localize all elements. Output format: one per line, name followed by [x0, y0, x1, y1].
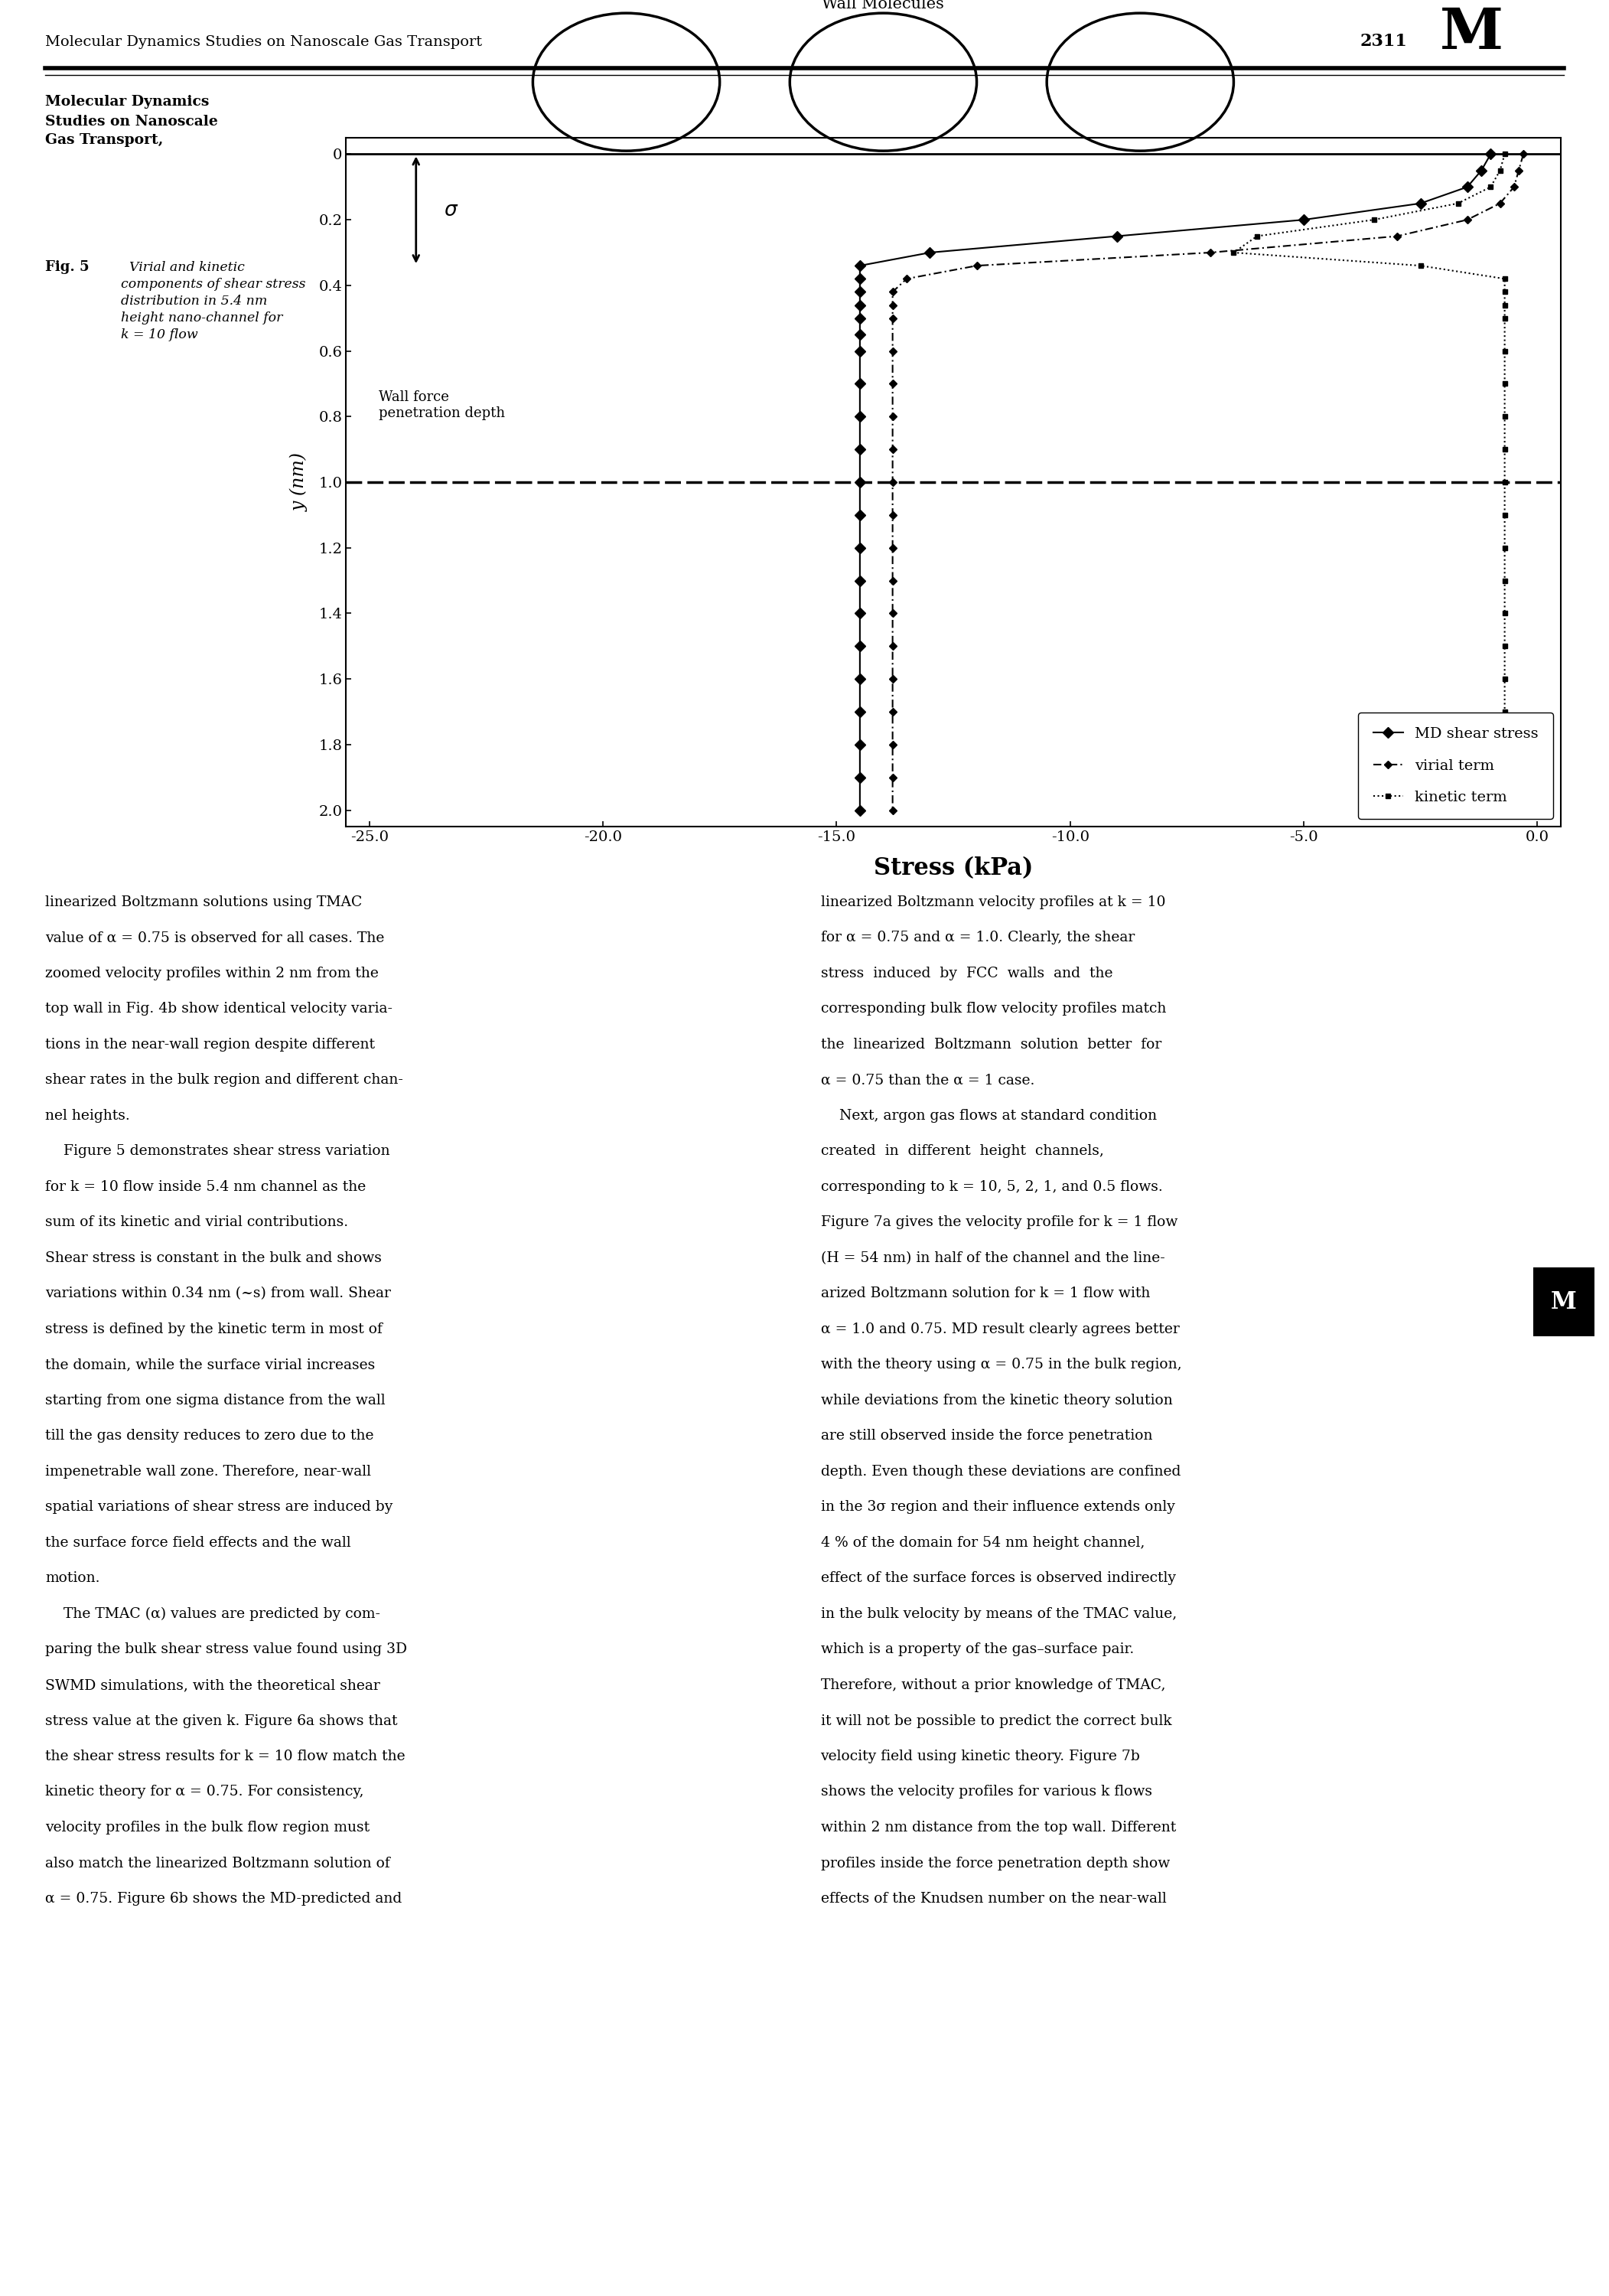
X-axis label: Stress (kPa): Stress (kPa) — [874, 856, 1033, 882]
Text: Next, argon gas flows at standard condition: Next, argon gas flows at standard condit… — [821, 1109, 1157, 1123]
Text: Virial and kinetic
components of shear stress
distribution in 5.4 nm
height nano: Virial and kinetic components of shear s… — [121, 262, 306, 342]
Text: Shear stress is constant in the bulk and shows: Shear stress is constant in the bulk and… — [45, 1251, 381, 1265]
Text: the surface force field effects and the wall: the surface force field effects and the … — [45, 1536, 351, 1550]
Text: till the gas density reduces to zero due to the: till the gas density reduces to zero due… — [45, 1428, 373, 1442]
Text: stress  induced  by  FCC  walls  and  the: stress induced by FCC walls and the — [821, 967, 1112, 980]
Text: Molecular Dynamics
Studies on Nanoscale
Gas Transport,: Molecular Dynamics Studies on Nanoscale … — [45, 94, 217, 147]
Text: depth. Even though these deviations are confined: depth. Even though these deviations are … — [821, 1465, 1181, 1479]
Text: zoomed velocity profiles within 2 nm from the: zoomed velocity profiles within 2 nm fro… — [45, 967, 378, 980]
Text: corresponding bulk flow velocity profiles match: corresponding bulk flow velocity profile… — [821, 1001, 1167, 1015]
Text: the domain, while the surface virial increases: the domain, while the surface virial inc… — [45, 1357, 375, 1371]
Text: Molecular Dynamics Studies on Nanoscale Gas Transport: Molecular Dynamics Studies on Nanoscale … — [45, 37, 483, 51]
Text: linearized Boltzmann velocity profiles at k = 10: linearized Boltzmann velocity profiles a… — [821, 895, 1165, 909]
Text: velocity field using kinetic theory. Figure 7b: velocity field using kinetic theory. Fig… — [821, 1750, 1141, 1763]
Text: 4 % of the domain for 54 nm height channel,: 4 % of the domain for 54 nm height chann… — [821, 1536, 1144, 1550]
Text: it will not be possible to predict the correct bulk: it will not be possible to predict the c… — [821, 1713, 1171, 1727]
Text: the shear stress results for k = 10 flow match the: the shear stress results for k = 10 flow… — [45, 1750, 405, 1763]
Text: value of α = 0.75 is observed for all cases. The: value of α = 0.75 is observed for all ca… — [45, 932, 385, 946]
Text: kinetic theory for α = 0.75. For consistency,: kinetic theory for α = 0.75. For consist… — [45, 1786, 364, 1800]
Text: variations within 0.34 nm (~s) from wall. Shear: variations within 0.34 nm (~s) from wall… — [45, 1286, 391, 1300]
Text: shear rates in the bulk region and different chan-: shear rates in the bulk region and diffe… — [45, 1072, 402, 1086]
Text: α = 1.0 and 0.75. MD result clearly agrees better: α = 1.0 and 0.75. MD result clearly agre… — [821, 1322, 1179, 1336]
Text: Therefore, without a prior knowledge of TMAC,: Therefore, without a prior knowledge of … — [821, 1678, 1165, 1692]
Text: corresponding to k = 10, 5, 2, 1, and 0.5 flows.: corresponding to k = 10, 5, 2, 1, and 0.… — [821, 1180, 1162, 1194]
Text: SWMD simulations, with the theoretical shear: SWMD simulations, with the theoretical s… — [45, 1678, 380, 1692]
Text: profiles inside the force penetration depth show: profiles inside the force penetration de… — [821, 1855, 1170, 1869]
Text: starting from one sigma distance from the wall: starting from one sigma distance from th… — [45, 1394, 385, 1407]
Text: α = 0.75 than the α = 1 case.: α = 0.75 than the α = 1 case. — [821, 1072, 1035, 1086]
Text: paring the bulk shear stress value found using 3D: paring the bulk shear stress value found… — [45, 1642, 407, 1655]
Y-axis label: y (nm): y (nm) — [290, 452, 307, 512]
Text: which is a property of the gas–surface pair.: which is a property of the gas–surface p… — [821, 1642, 1134, 1655]
Text: top wall in Fig. 4b show identical velocity varia-: top wall in Fig. 4b show identical veloc… — [45, 1001, 393, 1015]
Text: effects of the Knudsen number on the near-wall: effects of the Knudsen number on the nea… — [821, 1892, 1167, 1906]
Text: arized Boltzmann solution for k = 1 flow with: arized Boltzmann solution for k = 1 flow… — [821, 1286, 1150, 1300]
Text: (H = 54 nm) in half of the channel and the line-: (H = 54 nm) in half of the channel and t… — [821, 1251, 1165, 1265]
Text: Fig. 5: Fig. 5 — [45, 262, 88, 276]
Legend: MD shear stress, virial term, kinetic term: MD shear stress, virial term, kinetic te… — [1358, 712, 1553, 820]
Text: M: M — [1551, 1290, 1577, 1313]
Text: The TMAC (α) values are predicted by com-: The TMAC (α) values are predicted by com… — [45, 1607, 380, 1621]
Text: shows the velocity profiles for various k flows: shows the velocity profiles for various … — [821, 1786, 1152, 1800]
Text: the  linearized  Boltzmann  solution  better  for: the linearized Boltzmann solution better… — [821, 1038, 1162, 1052]
Text: Figure 5 demonstrates shear stress variation: Figure 5 demonstrates shear stress varia… — [45, 1143, 389, 1157]
Text: stress value at the given k. Figure 6a shows that: stress value at the given k. Figure 6a s… — [45, 1713, 397, 1727]
Text: created  in  different  height  channels,: created in different height channels, — [821, 1143, 1104, 1157]
Text: are still observed inside the force penetration: are still observed inside the force pene… — [821, 1428, 1152, 1442]
Text: in the 3σ region and their influence extends only: in the 3σ region and their influence ext… — [821, 1499, 1175, 1513]
Text: α = 0.75. Figure 6b shows the MD-predicted and: α = 0.75. Figure 6b shows the MD-predict… — [45, 1892, 402, 1906]
Text: velocity profiles in the bulk flow region must: velocity profiles in the bulk flow regio… — [45, 1821, 370, 1835]
Text: spatial variations of shear stress are induced by: spatial variations of shear stress are i… — [45, 1499, 393, 1513]
Text: while deviations from the kinetic theory solution: while deviations from the kinetic theory… — [821, 1394, 1173, 1407]
Text: sum of its kinetic and virial contributions.: sum of its kinetic and virial contributi… — [45, 1215, 348, 1228]
Text: for α = 0.75 and α = 1.0. Clearly, the shear: for α = 0.75 and α = 1.0. Clearly, the s… — [821, 932, 1134, 946]
Text: 2311: 2311 — [1360, 32, 1406, 51]
Text: tions in the near-wall region despite different: tions in the near-wall region despite di… — [45, 1038, 375, 1052]
Text: also match the linearized Boltzmann solution of: also match the linearized Boltzmann solu… — [45, 1855, 389, 1869]
Text: motion.: motion. — [45, 1570, 100, 1584]
Text: effect of the surface forces is observed indirectly: effect of the surface forces is observed… — [821, 1570, 1176, 1584]
Text: Figure 7a gives the velocity profile for k = 1 flow: Figure 7a gives the velocity profile for… — [821, 1215, 1178, 1228]
Text: nel heights.: nel heights. — [45, 1109, 130, 1123]
Text: Wall force
penetration depth: Wall force penetration depth — [378, 390, 505, 420]
Text: for k = 10 flow inside 5.4 nm channel as the: for k = 10 flow inside 5.4 nm channel as… — [45, 1180, 365, 1194]
Text: with the theory using α = 0.75 in the bulk region,: with the theory using α = 0.75 in the bu… — [821, 1357, 1181, 1371]
Text: linearized Boltzmann solutions using TMAC: linearized Boltzmann solutions using TMA… — [45, 895, 362, 909]
Text: within 2 nm distance from the top wall. Different: within 2 nm distance from the top wall. … — [821, 1821, 1176, 1835]
Text: stress is defined by the kinetic term in most of: stress is defined by the kinetic term in… — [45, 1322, 383, 1336]
Text: Wall Molecules: Wall Molecules — [822, 0, 944, 11]
Text: $\sigma$: $\sigma$ — [444, 200, 459, 220]
Text: M: M — [1440, 5, 1503, 62]
Text: impenetrable wall zone. Therefore, near-wall: impenetrable wall zone. Therefore, near-… — [45, 1465, 372, 1479]
Text: in the bulk velocity by means of the TMAC value,: in the bulk velocity by means of the TMA… — [821, 1607, 1176, 1621]
